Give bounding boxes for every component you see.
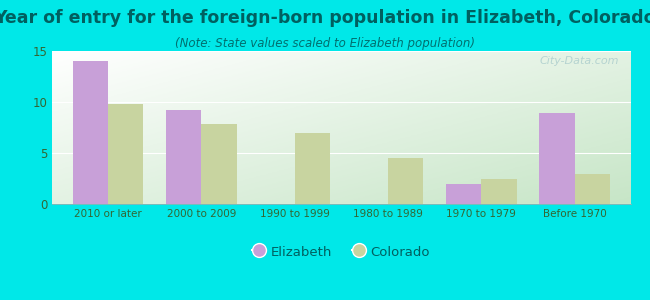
Bar: [446, 184, 481, 204]
Bar: [108, 104, 144, 204]
Text: City-Data.com: City-Data.com: [540, 56, 619, 66]
Bar: [166, 110, 202, 204]
Bar: [539, 113, 575, 204]
Bar: [202, 124, 237, 204]
Text: Year of entry for the foreign-born population in Elizabeth, Colorado: Year of entry for the foreign-born popul…: [0, 9, 650, 27]
Text: (Note: State values scaled to Elizabeth population): (Note: State values scaled to Elizabeth …: [175, 38, 475, 50]
Bar: [575, 174, 610, 204]
Bar: [481, 178, 517, 204]
Legend: Elizabeth, Colorado: Elizabeth, Colorado: [252, 245, 430, 259]
Bar: [294, 133, 330, 204]
Bar: [388, 158, 423, 204]
Bar: [73, 61, 108, 204]
